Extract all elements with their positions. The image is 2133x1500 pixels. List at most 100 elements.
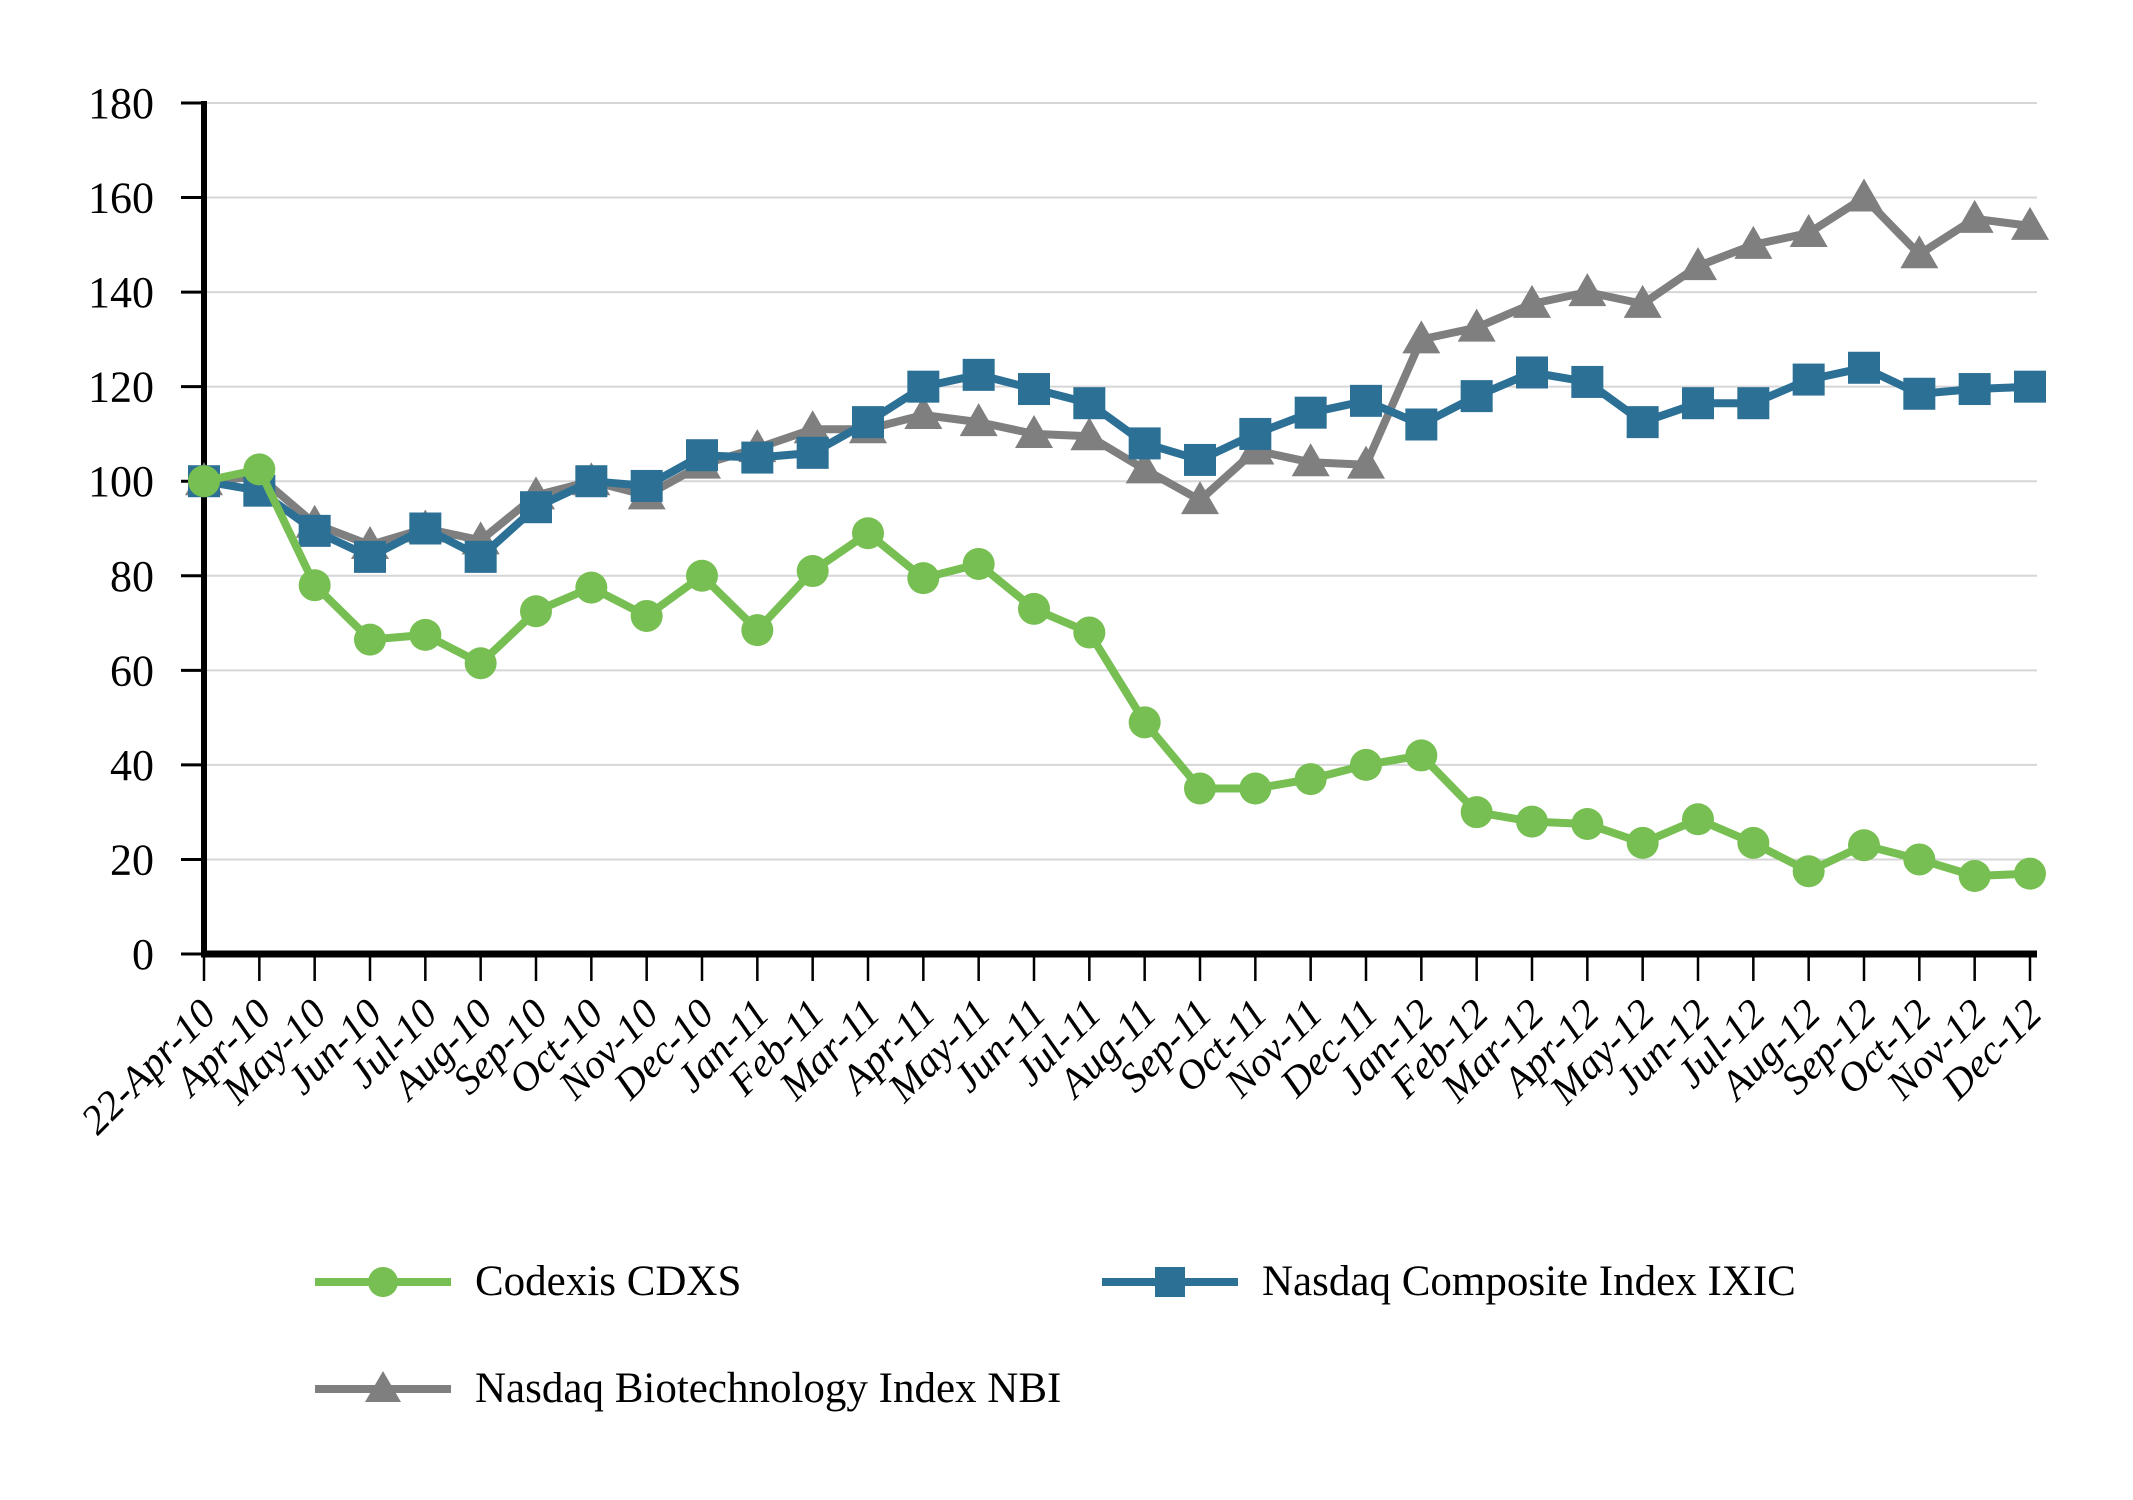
square-marker [1737, 387, 1770, 420]
square-marker [852, 406, 884, 439]
circle-marker [1405, 739, 1438, 772]
circle-marker [741, 614, 774, 647]
square-marker [1460, 380, 1493, 413]
square-marker [1350, 384, 1382, 417]
circle-marker [907, 562, 940, 595]
triangle-marker [1845, 178, 1883, 212]
triangle-marker [1457, 308, 1496, 342]
square-marker [630, 469, 663, 502]
circle-marker [1848, 829, 1880, 862]
circle-marker [1239, 772, 1272, 805]
triangle-marker [1125, 450, 1164, 484]
circle-marker [1792, 855, 1825, 888]
square-marker [575, 465, 608, 498]
square-marker [962, 358, 995, 391]
circle-marker [1294, 763, 1327, 796]
triangle-marker [793, 410, 832, 444]
y-axis-tick-label: 160 [88, 174, 154, 223]
circle-marker [1184, 772, 1216, 805]
circle-marker [1128, 706, 1161, 739]
square-marker [298, 514, 331, 547]
series-line [200, 193, 2034, 549]
triangle-marker [1679, 247, 1717, 281]
circle-marker [1737, 826, 1770, 859]
square-marker-swatch [1102, 1267, 1238, 1297]
triangle-marker [959, 403, 998, 437]
triangle-marker [1402, 320, 1441, 354]
triangle-marker [2011, 206, 2049, 240]
circle-marker [1350, 748, 1382, 781]
series-line [200, 363, 2034, 561]
square-marker [464, 540, 497, 573]
y-axis-tick-label: 80 [110, 552, 154, 601]
triangle-marker [904, 396, 943, 430]
series-line [200, 465, 2034, 880]
circle-marker [796, 555, 829, 588]
square-marker [686, 439, 718, 472]
legend-item-nasdaq-biotech: Nasdaq Biotechnology Index NBI [313, 1363, 1061, 1415]
circle-marker [354, 623, 386, 656]
circle-marker [188, 465, 220, 498]
square-marker [1128, 427, 1161, 460]
square-marker [741, 441, 774, 474]
square-marker [2014, 370, 2046, 403]
triangle-marker [1955, 199, 1994, 233]
circle-marker [1626, 826, 1659, 859]
square-marker [354, 540, 386, 573]
triangle-marker [1568, 273, 1607, 307]
triangle-marker [1181, 481, 1219, 515]
y-axis-tick-label: 20 [110, 835, 154, 884]
triangle-marker [1734, 225, 1773, 259]
square-marker [1848, 351, 1880, 384]
triangle-marker [1015, 414, 1053, 448]
square-marker [1405, 408, 1438, 441]
circle-marker [1073, 616, 1106, 649]
square-marker [1626, 406, 1659, 439]
triangle-marker [1291, 443, 1330, 477]
series-nasdaq-biotechnology-index-nbi [185, 178, 2049, 560]
circle-marker [1571, 807, 1604, 840]
circle-marker [243, 453, 276, 486]
square-marker [409, 512, 442, 545]
y-axis-tick-label: 40 [110, 741, 154, 790]
circle-marker [1682, 803, 1714, 836]
circle-marker [298, 569, 331, 602]
y-axis-tick-label: 60 [110, 646, 154, 695]
square-marker [907, 370, 940, 403]
square-marker [1294, 396, 1327, 429]
triangle-marker [1900, 235, 1939, 269]
y-axis-tick-label: 180 [88, 79, 154, 128]
circle-marker [1018, 592, 1050, 625]
circle-marker [2014, 857, 2046, 890]
circle-marker [1460, 796, 1493, 829]
legend-label-codexis-cdxs: Codexis CDXS [475, 1258, 742, 1305]
y-axis-tick-label: 120 [88, 363, 154, 412]
circle-marker [852, 517, 884, 550]
triangle-marker [1513, 284, 1551, 318]
circle-marker [630, 599, 663, 632]
square-marker [1903, 377, 1936, 410]
square-marker [1239, 417, 1272, 450]
triangle-marker [1070, 417, 1109, 451]
y-axis-tick-label: 140 [88, 268, 154, 317]
circle-marker-swatch [315, 1267, 451, 1297]
circle-marker [575, 571, 608, 604]
circle-marker [1903, 843, 1936, 876]
square-marker [1682, 387, 1714, 420]
circle-marker [464, 647, 497, 680]
gridlines [204, 102, 2037, 861]
circle-marker [1958, 859, 1991, 892]
y-axis-tick-label: 0 [132, 930, 154, 979]
square-marker [1184, 443, 1216, 476]
triangle-marker [1623, 284, 1662, 318]
series-codexis-cdxs [188, 453, 2046, 892]
y-axis-tick-label: 100 [88, 457, 154, 506]
square-marker [1073, 387, 1106, 420]
square-marker [520, 491, 552, 524]
square-marker [796, 436, 829, 469]
circle-marker [409, 618, 442, 651]
legend-label-nasdaq-composite: Nasdaq Composite Index IXIC [1262, 1258, 1796, 1305]
square-marker [1516, 356, 1548, 389]
